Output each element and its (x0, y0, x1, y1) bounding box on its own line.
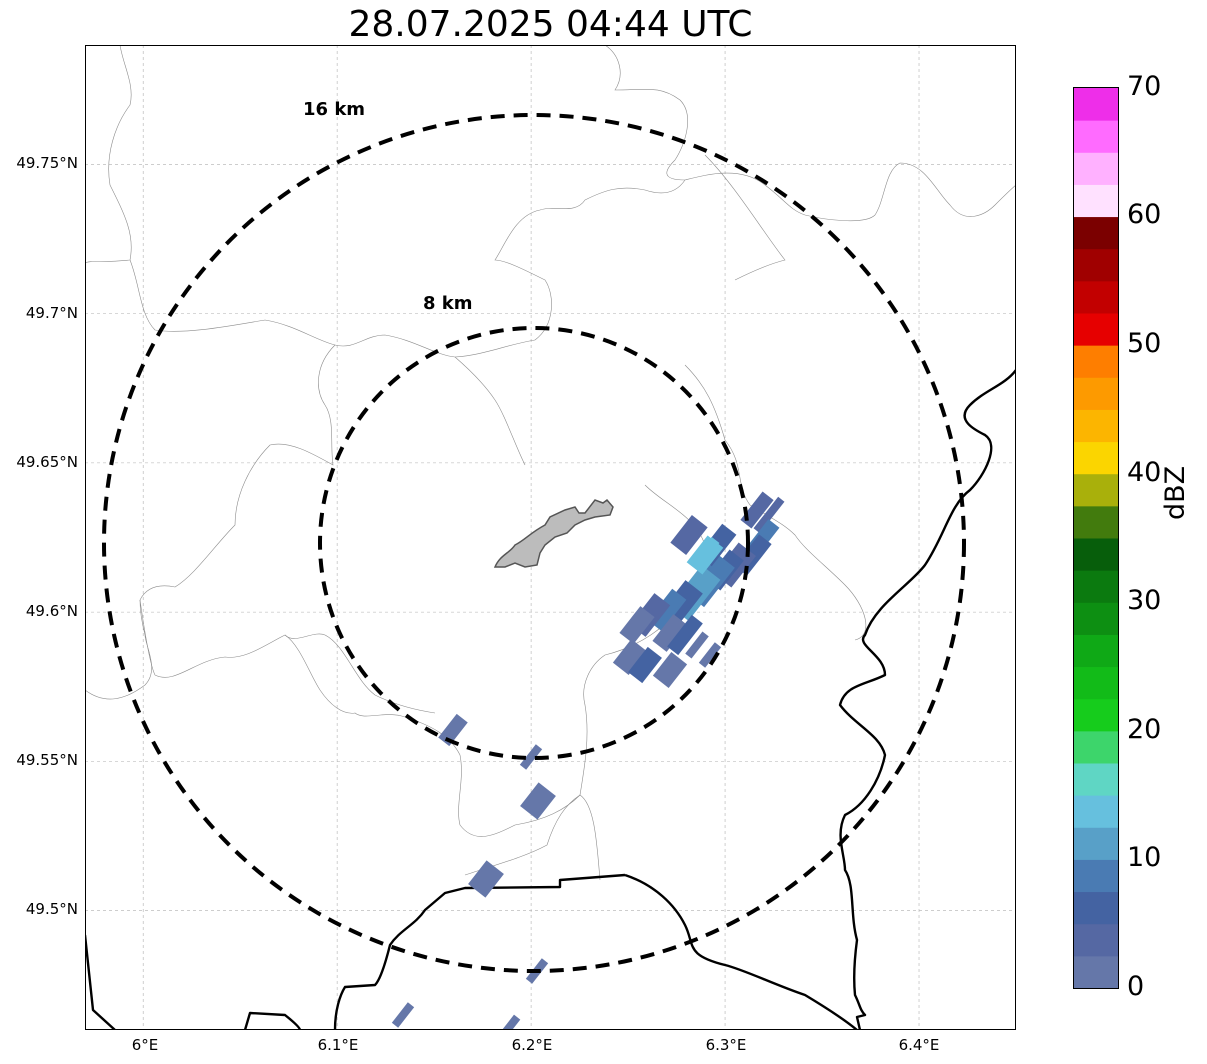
colorbar-segment (1074, 216, 1118, 250)
echo-cell (652, 614, 688, 652)
lat-tick-label: 49.6°N (25, 602, 78, 620)
colorbar-tick-label: 30 (1127, 585, 1162, 616)
radar-map[interactable] (85, 45, 1016, 1030)
colorbar-tick-label: 40 (1127, 457, 1162, 488)
range-rings (102, 113, 966, 973)
echo-cell (698, 642, 722, 668)
colorbar-segment (1074, 859, 1118, 893)
lat-tick-label: 49.55°N (16, 751, 78, 769)
colorbar (1073, 87, 1119, 989)
echo-cell (438, 713, 468, 747)
echo-cell (667, 614, 703, 656)
colorbar-segment (1074, 120, 1118, 153)
range-ring-16km (102, 113, 966, 973)
colorbar-segment (1074, 409, 1118, 443)
colorbar-segment (1074, 923, 1118, 957)
range-ring-8km (318, 326, 750, 760)
map-title: 28.07.2025 04:44 UTC (348, 4, 753, 45)
echo-cell (619, 606, 655, 644)
colorbar-tick-label: 20 (1127, 714, 1162, 745)
reflectivity-echoes (391, 491, 785, 1030)
colorbar-segment (1074, 730, 1118, 764)
colorbar-segment (1074, 441, 1118, 475)
colorbar-segment (1074, 891, 1118, 925)
lat-tick-label: 49.7°N (25, 304, 78, 322)
colorbar-segment (1074, 184, 1118, 218)
colorbar-frame (1073, 87, 1119, 989)
lon-tick-label: 6.1°E (317, 1036, 359, 1054)
colorbar-tick-label: 70 (1127, 71, 1162, 102)
municipal-boundaries (85, 45, 1016, 881)
echo-cell (753, 496, 785, 534)
echo-cell (391, 1002, 415, 1028)
colorbar-tick-label: 10 (1127, 842, 1162, 873)
colorbar-segment (1074, 602, 1118, 635)
colorbar-tick-label: 60 (1127, 199, 1162, 230)
lat-tick-label: 49.5°N (25, 900, 78, 918)
colorbar-segment (1074, 763, 1118, 796)
colorbar-segment (1074, 666, 1118, 700)
echo-cell (612, 639, 648, 675)
urban-area-outline (493, 498, 614, 568)
colorbar-segment (1074, 248, 1118, 282)
colorbar-segment (1074, 634, 1118, 668)
colorbar-tick-label: 0 (1127, 971, 1145, 1002)
colorbar-segment (1074, 538, 1118, 571)
echo-cell (501, 1014, 521, 1030)
colorbar-segment (1074, 570, 1118, 603)
colorbar-label: dBZ (1160, 465, 1191, 520)
colorbar-segment (1074, 313, 1118, 346)
lon-tick-label: 6.4°E (898, 1036, 940, 1054)
lon-tick-label: 6.3°E (705, 1036, 747, 1054)
echo-cell (670, 515, 708, 555)
colorbar-segment (1074, 473, 1118, 507)
echo-cell (468, 860, 504, 898)
colorbar-segment (1074, 955, 1118, 989)
colorbar-segment (1074, 795, 1118, 828)
lon-tick-label: 6.2°E (511, 1036, 553, 1054)
echo-cell (519, 744, 543, 770)
echo-cell (652, 652, 688, 688)
echo-cell (685, 631, 709, 659)
colorbar-segment (1074, 698, 1118, 732)
national-borders (85, 369, 1016, 1030)
colorbar-segment (1074, 827, 1118, 860)
lon-tick-label: 6°E (131, 1036, 159, 1054)
echo-cell (628, 646, 662, 684)
echo-cell (700, 536, 720, 558)
colorbar-segment (1074, 152, 1118, 185)
lat-tick-label: 49.65°N (16, 453, 78, 471)
colorbar-tick-label: 50 (1127, 328, 1162, 359)
colorbar-segment (1074, 88, 1118, 121)
lat-tick-label: 49.75°N (16, 154, 78, 172)
colorbar-segment (1074, 280, 1118, 314)
colorbar-segment (1074, 377, 1118, 410)
range-ring-label-8km: 8 km (423, 293, 473, 314)
colorbar-segment (1074, 505, 1118, 539)
range-ring-label-16km: 16 km (303, 99, 366, 120)
echo-cell (520, 782, 556, 820)
colorbar-segment (1074, 345, 1118, 378)
